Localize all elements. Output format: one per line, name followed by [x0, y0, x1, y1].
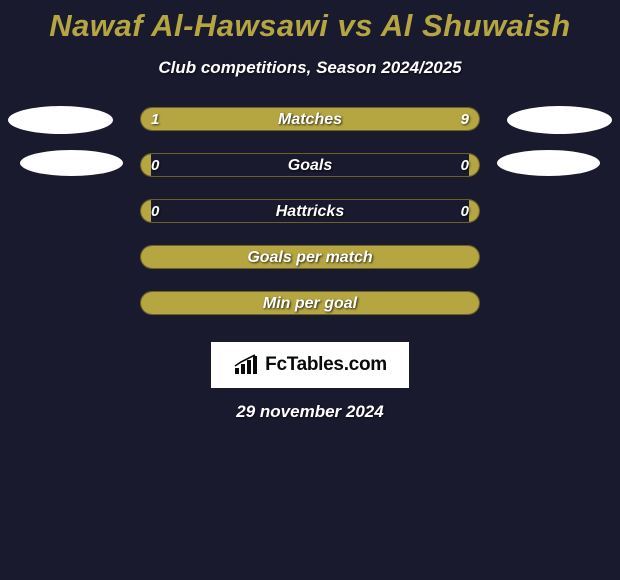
- brand-badge: FcTables.com: [211, 342, 409, 388]
- stat-bar-track: Min per goal: [140, 291, 480, 315]
- stat-label: Goals: [141, 154, 479, 177]
- stats-wrap: 19Matches 00Goals 00Hattricks Goals per mat…: [0, 106, 620, 316]
- stat-label: Hattricks: [141, 200, 479, 223]
- stat-label: Matches: [141, 108, 479, 131]
- stat-bar-track: 00Hattricks: [140, 199, 480, 223]
- stat-label: Goals per match: [141, 246, 479, 269]
- stat-row: Goals per match: [0, 244, 620, 270]
- brand-chart-icon: [233, 354, 259, 376]
- page-title: Nawaf Al-Hawsawi vs Al Shuwaish: [0, 8, 620, 44]
- brand-text: FcTables.com: [265, 354, 387, 376]
- stat-label: Min per goal: [141, 292, 479, 315]
- stat-row: 00Goals: [0, 152, 620, 178]
- stat-row: 00Hattricks: [0, 198, 620, 224]
- stat-bar-track: 00Goals: [140, 153, 480, 177]
- subtitle: Club competitions, Season 2024/2025: [0, 58, 620, 78]
- comparison-infographic: Nawaf Al-Hawsawi vs Al Shuwaish Club com…: [0, 0, 620, 422]
- stat-row: Min per goal: [0, 290, 620, 316]
- date-text: 29 november 2024: [0, 402, 620, 422]
- stat-bar-track: 19Matches: [140, 107, 480, 131]
- stat-row: 19Matches: [0, 106, 620, 132]
- stat-bar-track: Goals per match: [140, 245, 480, 269]
